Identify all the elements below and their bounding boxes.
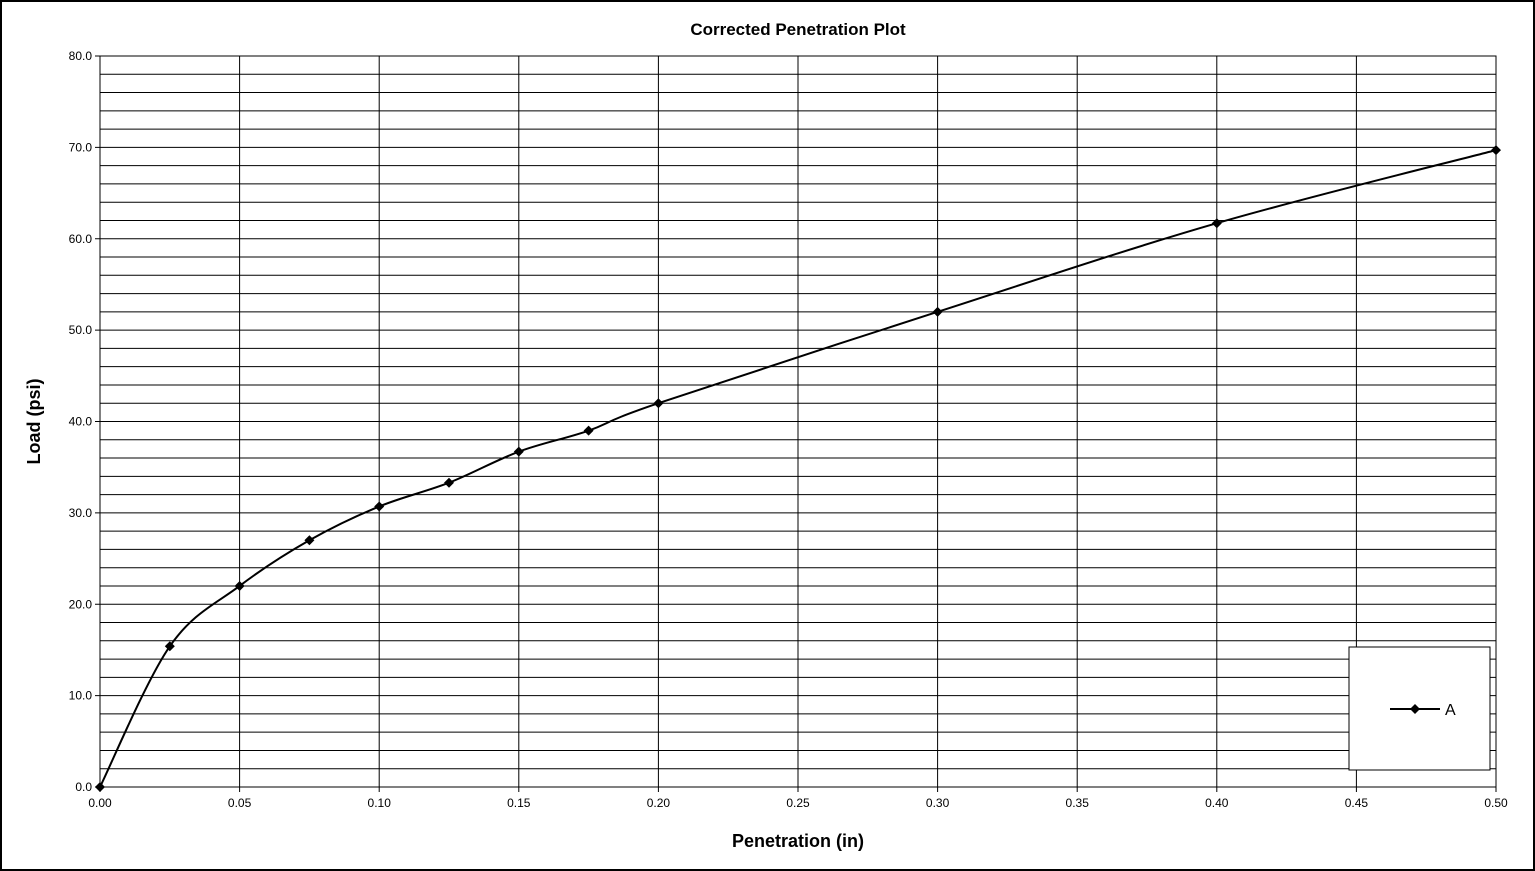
data-point-marker (653, 398, 664, 409)
x-axis-ticks: 0.00 0.05 0.10 0.15 0.20 0.25 0.30 0.35 0.40 0.45… (88, 787, 1508, 810)
x-tick-label: 0.45 (1345, 796, 1369, 810)
data-point-marker (304, 535, 315, 546)
data-point-marker (95, 782, 105, 792)
y-tick-label: 30.0 (69, 506, 93, 520)
x-tick-label: 0.05 (228, 796, 252, 810)
x-tick-label: 0.00 (88, 796, 112, 810)
data-point-marker (1491, 145, 1501, 156)
x-tick-label: 0.35 (1066, 796, 1090, 810)
data-point-marker (374, 501, 385, 512)
x-tick-label: 0.50 (1484, 796, 1508, 810)
x-tick-label: 0.25 (786, 796, 810, 810)
data-point-marker (444, 477, 454, 488)
legend-diamond-marker (1410, 704, 1420, 714)
legend: A (1348, 646, 1491, 771)
series-group (95, 145, 1501, 792)
y-tick-label: 60.0 (69, 232, 93, 246)
data-point-marker (234, 580, 245, 591)
y-tick-label: 10.0 (69, 689, 93, 703)
y-axis-label: Load (psi) (24, 379, 44, 465)
y-tick-label: 0.0 (75, 780, 92, 794)
y-axis-ticks: 0.0 10.0 20.0 30.0 40.0 50.0 60.0 70.0 80.0 (69, 49, 100, 794)
y-tick-label: 80.0 (69, 49, 93, 63)
data-point-marker (1211, 218, 1222, 229)
x-axis-label: Penetration (in) (732, 831, 864, 851)
x-tick-label: 0.20 (647, 796, 671, 810)
data-point-marker (513, 446, 524, 457)
x-tick-label: 0.10 (368, 796, 392, 810)
x-tick-label: 0.15 (507, 796, 531, 810)
y-tick-label: 70.0 (69, 140, 93, 154)
y-tick-label: 50.0 (69, 323, 93, 337)
chart-title: Corrected Penetration Plot (690, 20, 906, 39)
grid (99, 55, 1497, 788)
x-tick-label: 0.40 (1205, 796, 1229, 810)
data-point-marker (164, 641, 175, 652)
x-tick-label: 0.30 (926, 796, 950, 810)
y-tick-label: 20.0 (69, 597, 93, 611)
legend-series-label: A (1445, 702, 1456, 719)
data-point-marker (932, 306, 943, 317)
data-point-marker (583, 425, 594, 436)
y-tick-label: 40.0 (69, 415, 93, 429)
